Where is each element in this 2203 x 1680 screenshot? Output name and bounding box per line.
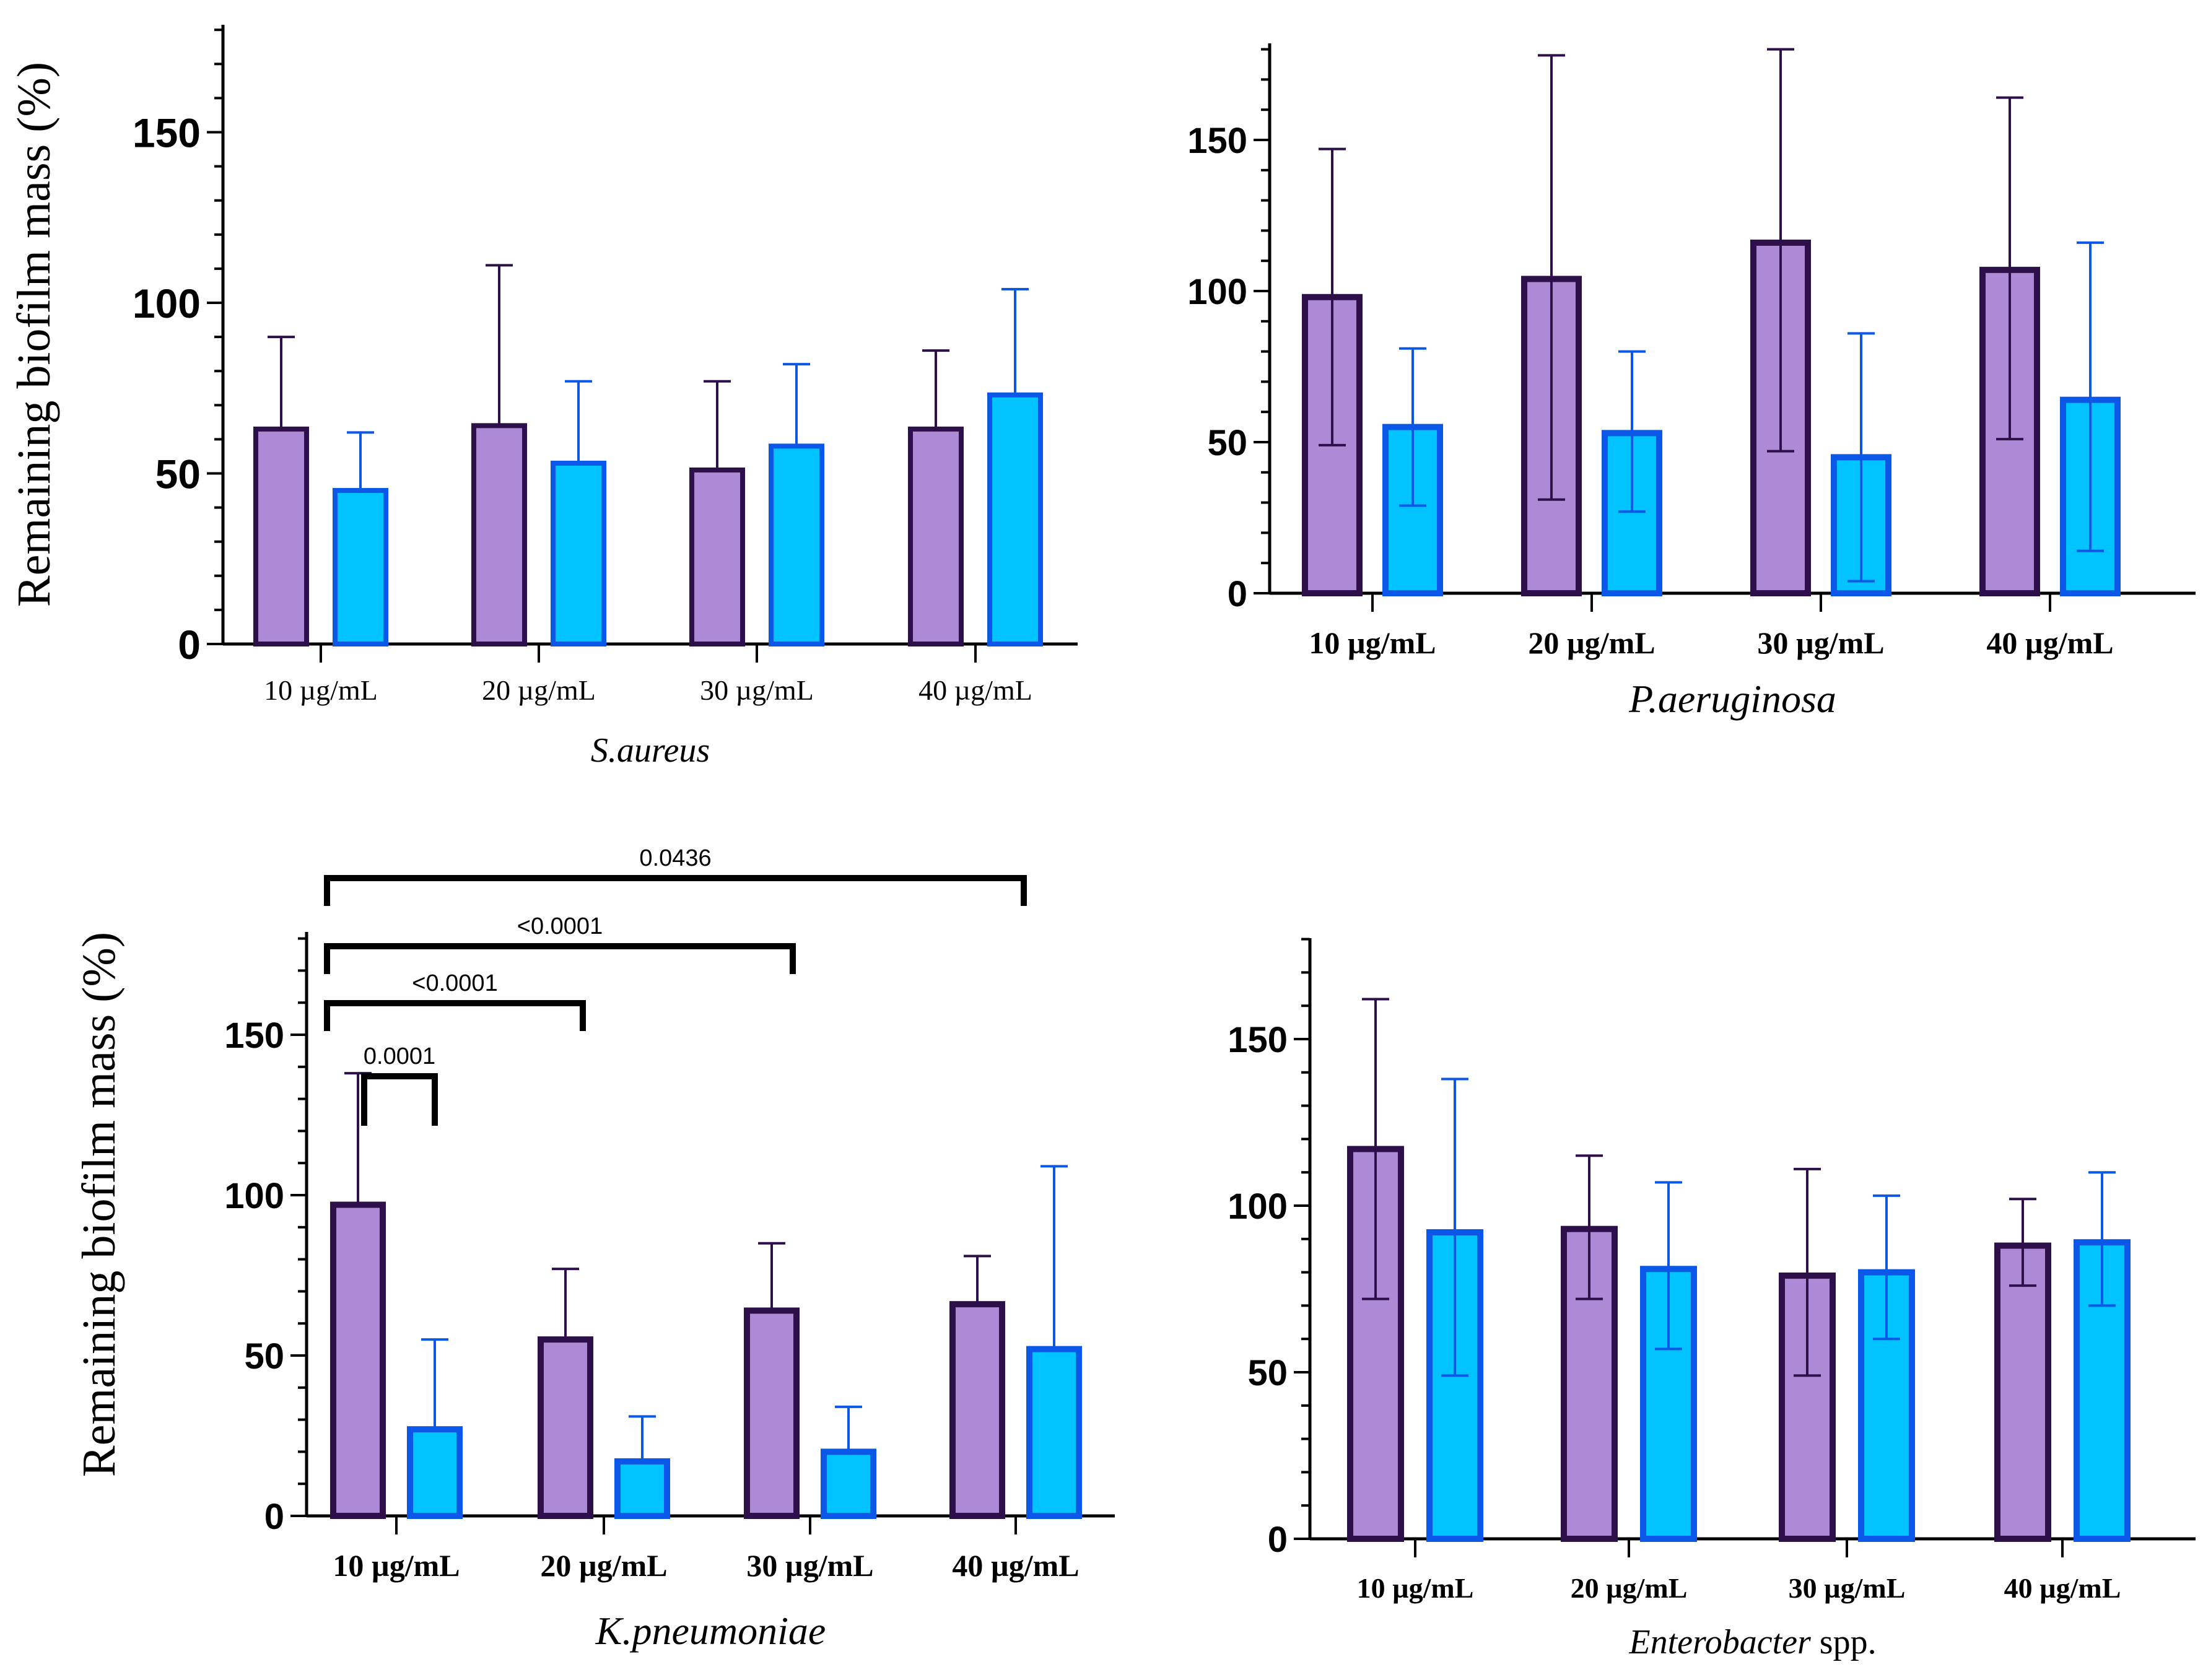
bar-blue (407, 1426, 463, 1519)
species-label: Enterobacter spp. (1628, 1623, 1876, 1661)
bar-blue (821, 1448, 876, 1519)
x-tick-label: 40 µg/mL (918, 674, 1032, 706)
x-tick-label: 40 µg/mL (2004, 1572, 2121, 1604)
bar-blue (614, 1458, 670, 1519)
bar-purple (538, 1336, 593, 1520)
x-tick-label: 30 µg/mL (1757, 625, 1884, 660)
significance-label: 0.0001 (364, 1043, 435, 1069)
species-label: K.pneumoniae (595, 1609, 826, 1653)
bar-purple (1994, 1242, 2051, 1543)
x-tick-label: 30 µg/mL (1789, 1572, 1906, 1604)
chart-panel-1: 0 50 100 150 10 µg/mL 20 µg/mL 30 µg/mL 40 µg/m… (8, 25, 1078, 770)
x-tick-label: 20 µg/mL (540, 1548, 667, 1583)
bar-purple (471, 423, 527, 646)
x-tick-label: 30 µg/mL (700, 674, 814, 706)
bar-blue (1026, 1346, 1082, 1519)
bar-blue (551, 460, 606, 646)
significance-bracket (324, 1000, 586, 1031)
y-tick-label: 50 (155, 451, 201, 497)
y-tick-label: 0 (178, 622, 201, 668)
bar-purple (949, 1301, 1005, 1520)
y-tick-label: 50 (1207, 423, 1247, 463)
y-tick-label: 50 (244, 1336, 284, 1377)
y-tick-label: 150 (1187, 121, 1247, 161)
y-tick-label: 100 (133, 281, 201, 326)
significance-bracket (361, 1073, 438, 1126)
significance-label: <0.0001 (517, 913, 603, 939)
chart-panel-4: 0 50 100 150 10 µg/mL 20 µg/mL 30 µg/mL 40 µg/m… (1228, 938, 2196, 1661)
y-tick-label: 150 (133, 110, 201, 155)
species-suffix: spp. (1811, 1623, 1877, 1661)
bar-blue (987, 392, 1043, 647)
x-tick-label: 20 µg/mL (1571, 1572, 1688, 1604)
significance-label: <0.0001 (412, 970, 497, 996)
bar-purple (330, 1201, 386, 1520)
chart-panel-3: 0 50 100 150 10 µg/mL 20 µg/mL 30 µg/mL 40 µg/m… (73, 845, 1115, 1653)
bar-blue (333, 488, 388, 646)
bar-purple (744, 1307, 800, 1519)
species-label: S.aureus (591, 731, 710, 770)
bar-purple (689, 467, 745, 646)
y-tick-label: 100 (224, 1176, 284, 1216)
bar-blue (1858, 1269, 1915, 1543)
x-tick-label: 20 µg/mL (482, 674, 596, 706)
y-axis-title: Remaining biofilm mass (%) (73, 932, 125, 1477)
x-tick-label: 10 µg/mL (1309, 625, 1436, 660)
significance-bracket (324, 875, 1027, 906)
x-tick-label: 20 µg/mL (1528, 625, 1655, 660)
y-axis-title: Remaining biofilm mass (%) (8, 62, 60, 607)
x-tick-label: 30 µg/mL (746, 1548, 873, 1583)
y-tick-label: 0 (264, 1497, 284, 1537)
bar-purple (253, 426, 309, 646)
y-tick-label: 50 (1247, 1353, 1288, 1393)
y-tick-label: 0 (1228, 574, 1247, 614)
chart-panel-2: 0 50 100 150 10 µg/mL 20 µg/mL 30 µg/mL 40 µg/m… (1187, 43, 2196, 721)
x-tick-label: 10 µg/mL (333, 1548, 460, 1583)
x-tick-label: 10 µg/mL (1357, 1572, 1474, 1604)
significance-label: 0.0436 (639, 845, 711, 871)
y-tick-label: 150 (1228, 1020, 1288, 1060)
y-tick-label: 0 (1268, 1520, 1288, 1560)
species-label: P.aeruginosa (1628, 677, 1836, 721)
y-tick-label: 100 (1187, 272, 1247, 312)
x-tick-label: 40 µg/mL (1986, 625, 2113, 660)
x-tick-label: 40 µg/mL (952, 1548, 1079, 1583)
x-tick-label: 10 µg/mL (264, 674, 378, 706)
significance-bracket (324, 943, 796, 974)
y-tick-label: 100 (1228, 1186, 1288, 1227)
bar-purple (908, 426, 964, 646)
bar-blue (769, 443, 824, 646)
y-tick-label: 150 (224, 1016, 284, 1056)
